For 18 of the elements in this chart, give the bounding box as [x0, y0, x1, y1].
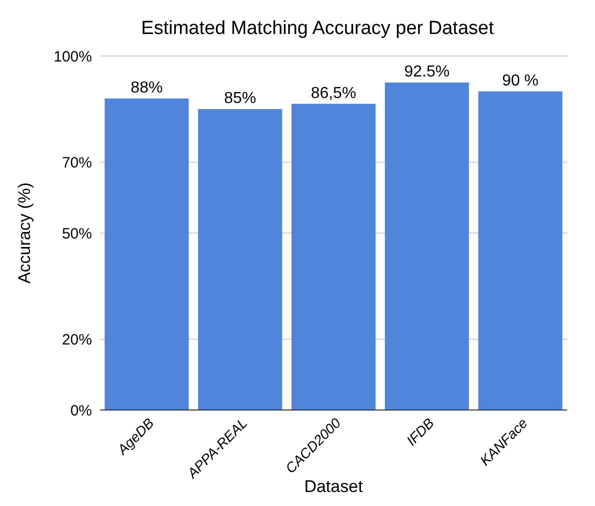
bar — [478, 91, 562, 410]
bar — [198, 109, 282, 410]
data-label: 88% — [130, 79, 163, 96]
data-label: 90 % — [502, 72, 539, 90]
bar — [104, 98, 189, 410]
bar — [384, 82, 469, 410]
x-axis-title: Dataset — [304, 477, 364, 496]
chart-title: Estimated Matching Accuracy per Dataset — [141, 18, 495, 39]
y-tick-label: 70% — [62, 154, 92, 172]
y-tick-label: 0% — [70, 402, 92, 420]
y-tick-label: 100% — [54, 48, 92, 66]
y-axis-title: Accuracy (%) — [15, 182, 34, 284]
data-label: 92.5% — [404, 64, 450, 81]
y-tick-label: 50% — [62, 225, 92, 242]
data-label: 86,5% — [310, 84, 356, 102]
data-label: 85% — [224, 90, 256, 108]
y-tick-label: 20% — [62, 331, 92, 348]
bar — [291, 104, 376, 410]
